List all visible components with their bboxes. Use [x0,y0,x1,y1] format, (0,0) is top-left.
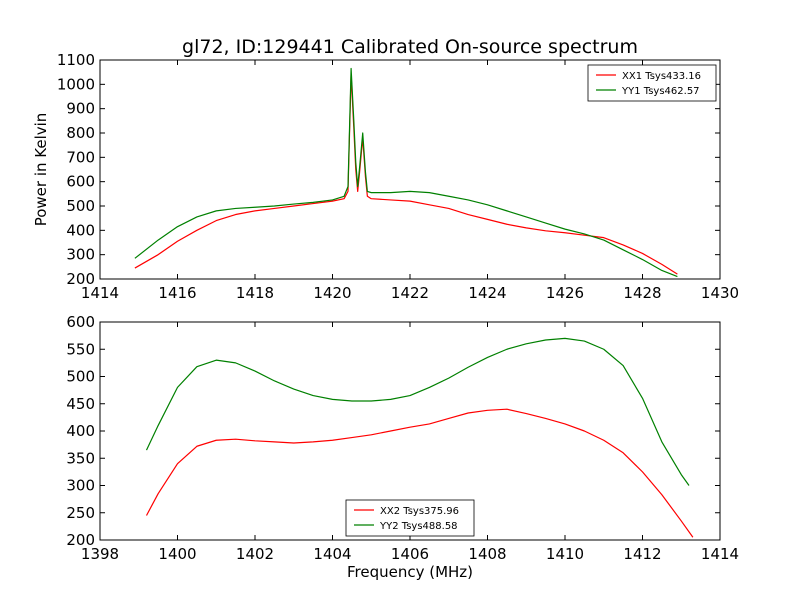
legend-entry-1: XX2 Tsys375.96 [380,506,459,517]
y-tick-label: 550 [66,340,95,358]
x-tick-label: 1416 [158,284,196,302]
x-tick-label: 1404 [313,545,351,563]
y-tick-label: 400 [66,422,95,440]
x-tick-label: 1412 [623,545,661,563]
y-tick-label: 700 [66,148,95,166]
y-tick-label: 200 [66,531,95,549]
y-tick-label: 250 [66,504,95,522]
x-tick-label: 1426 [546,284,584,302]
bottom-chart-panel: 1398 1400 1402 1404 1406 1408 1410 1412 1414 200 2… [66,313,739,581]
y-tick-label: 1100 [57,51,95,69]
y-tick-label: 350 [66,449,95,467]
series-line-2 [145,337,690,486]
y-tick-label: 300 [66,477,95,495]
y-tick-label: 500 [66,197,95,215]
legend-box [345,499,475,537]
x-tick-label: 1402 [236,545,274,563]
y-tick-label: 600 [66,313,95,331]
y-tick-label: 200 [66,270,95,288]
y-tick-label: 900 [66,100,95,118]
x-tick-label: 1424 [468,284,506,302]
y-tick-label: 800 [66,124,95,142]
x-tick-label: 1420 [313,284,351,302]
y-tick-label: 500 [66,368,95,386]
x-tick-label: 1410 [546,545,584,563]
figure-title: gl72, ID:129441 Calibrated On-source spe… [182,36,638,58]
y-tick-label: 1000 [57,75,95,93]
y-tick-label: 600 [66,173,95,191]
series-line-1 [145,408,694,538]
y-axis-label: Power in Kelvin [32,113,50,227]
legend: XX1 Tsys433.16 YY1 Tsys462.57 [587,64,717,102]
x-tick-label: 1398 [81,545,119,563]
y-tick-label: 300 [66,246,95,264]
legend: XX2 Tsys375.96 YY2 Tsys488.58 [345,499,475,537]
x-tick-label: 1422 [391,284,429,302]
y-tick-label: 400 [66,221,95,239]
legend-entry-2: YY1 Tsys462.57 [621,86,700,97]
x-tick-label: 1400 [158,545,196,563]
legend-entry-1: XX1 Tsys433.16 [622,71,701,82]
series-line-2 [134,67,678,278]
x-tick-label: 1430 [701,284,739,302]
top-chart-panel: 1414 1416 1418 1420 1422 1424 1426 1428 1430 200 3… [32,51,739,302]
x-tick-label: 1414 [81,284,119,302]
x-tick-label: 1418 [236,284,274,302]
x-tick-label: 1406 [391,545,429,563]
series-line-1 [134,73,678,275]
x-tick-label: 1414 [701,545,739,563]
legend-box [587,64,717,102]
legend-entry-2: YY2 Tsys488.58 [379,521,458,532]
y-tick-label: 450 [66,395,95,413]
x-axis-label: Frequency (MHz) [347,563,473,581]
x-tick-label: 1428 [623,284,661,302]
x-tick-label: 1408 [468,545,506,563]
